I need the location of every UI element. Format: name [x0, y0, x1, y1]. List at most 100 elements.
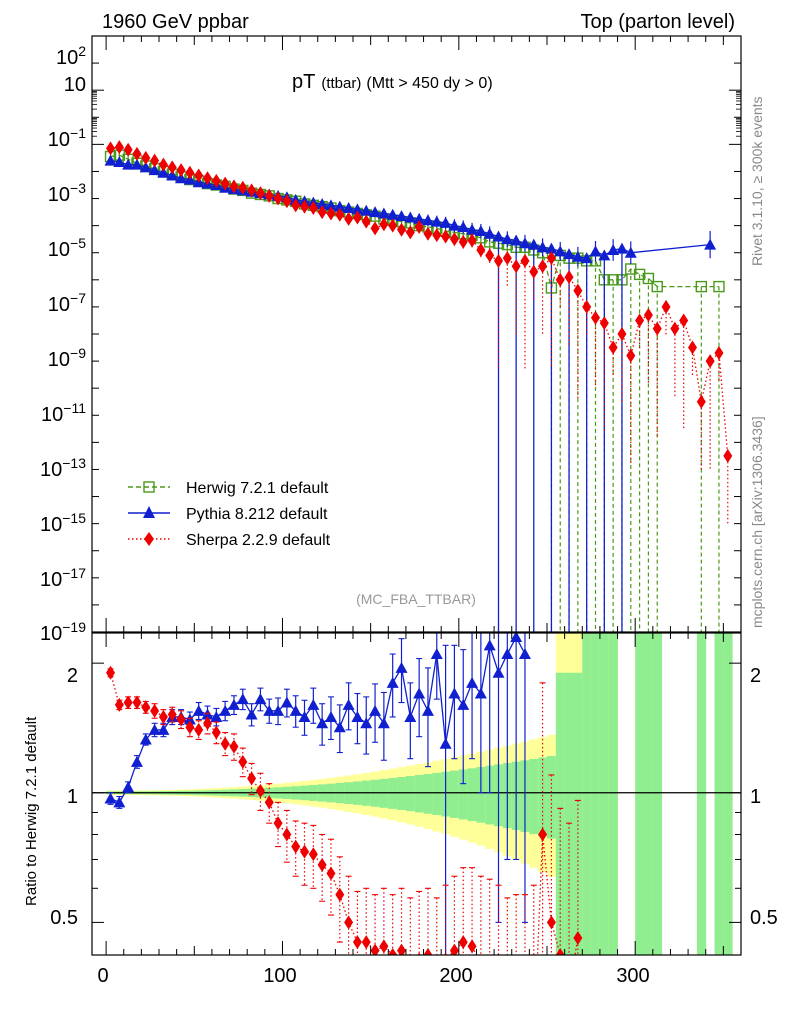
ratio-point: [342, 698, 355, 710]
ratio-point: [379, 939, 389, 954]
data-point: [688, 340, 698, 355]
data-point: [466, 223, 479, 235]
ratio-point: [421, 704, 434, 716]
data-point: [386, 208, 399, 220]
data-point: [264, 188, 274, 203]
ratio-point: [264, 795, 274, 810]
data-point: [564, 270, 574, 285]
data-point: [704, 238, 717, 250]
ratio-point: [404, 710, 417, 722]
band-inner-bin: [564, 672, 574, 955]
ratio-point: [123, 695, 133, 710]
ratio-point: [466, 676, 479, 688]
ratio-point: [573, 930, 583, 945]
data-point: [705, 354, 715, 369]
ratio-point: [219, 704, 232, 716]
data-point: [661, 299, 671, 314]
legend-label-pythia: Pythia 8.212 default: [186, 506, 328, 523]
data-point: [211, 173, 221, 188]
legend-marker-sherpa: [144, 532, 154, 546]
data-point: [175, 172, 188, 184]
ratio-point: [510, 633, 523, 643]
series-line: [110, 146, 729, 456]
ratio-point: [370, 943, 380, 955]
ratio-point: [369, 704, 382, 716]
analysis-tag: (MC_FBA_TTBAR): [356, 591, 476, 607]
legend-entry-pythia: Pythia 8.212 default: [128, 506, 328, 523]
data-point: [635, 313, 645, 328]
band-inner-bin: [582, 633, 592, 955]
data-point: [220, 176, 230, 191]
data-point: [397, 222, 407, 237]
ratio-point: [501, 648, 514, 660]
data-point: [405, 225, 415, 240]
data-point: [483, 227, 496, 239]
data-point: [432, 228, 442, 243]
data-point: [361, 214, 371, 229]
data-point: [114, 140, 124, 155]
ratio-point: [247, 771, 257, 786]
data-point: [132, 146, 142, 161]
y-tick-label: 10−15: [40, 510, 86, 536]
ratio-point: [210, 710, 223, 722]
ratio-point: [307, 698, 320, 710]
ratio-point: [326, 866, 336, 881]
ratio-point: [485, 967, 494, 981]
ratio-point: [324, 710, 337, 722]
data-point: [300, 199, 310, 214]
data-point: [342, 202, 355, 214]
data-point: [695, 280, 708, 293]
band-inner-bin: [696, 633, 707, 955]
data-point: [104, 154, 117, 166]
ratio-point: [474, 687, 487, 699]
data-point: [421, 214, 434, 226]
data-point: [510, 234, 523, 246]
ratio-point: [449, 943, 459, 955]
ratio-point: [114, 697, 124, 712]
ratio-plot-frame: [91, 632, 742, 956]
data-point: [642, 272, 655, 285]
data-point: [591, 310, 601, 325]
ratio-point: [185, 720, 195, 735]
data-point: [538, 259, 548, 274]
data-point: [617, 327, 627, 341]
ratio-point: [273, 816, 283, 831]
y-tick-label: 102: [56, 43, 86, 69]
ratio-point: [317, 857, 327, 872]
band-inner-bin: [458, 769, 469, 820]
band-inner-bin: [714, 633, 724, 955]
ratio-y-tick-labels: 2 1 0.5 2 1 0.5: [50, 665, 778, 929]
ratio-point: [443, 952, 448, 955]
data-point: [185, 165, 195, 180]
data-point: [423, 226, 433, 241]
ratio-point: [211, 725, 221, 740]
ratio-point: [476, 957, 485, 971]
ratio-point: [255, 783, 265, 798]
ratio-point: [344, 915, 354, 930]
data-point: [388, 218, 398, 233]
data-point: [413, 212, 426, 224]
data-point: [351, 203, 364, 215]
ratio-point: [538, 827, 548, 842]
ratio-point: [316, 717, 329, 729]
band-inner-bin: [538, 757, 548, 837]
ratio-point: [141, 700, 151, 715]
ratio-point: [157, 723, 170, 735]
data-point: [395, 210, 408, 222]
band-inner-bin: [635, 633, 645, 955]
data-point: [404, 211, 417, 223]
ratio-point: [467, 939, 477, 954]
ratio-point: [194, 722, 204, 737]
ratio-point: [272, 704, 285, 716]
ratio-point: [352, 935, 362, 950]
ratio-point: [104, 792, 117, 804]
ratio-point: [518, 648, 531, 660]
ratio-point: [360, 717, 373, 729]
ratio-point: [423, 948, 433, 955]
data-point: [229, 179, 239, 194]
data-point: [176, 163, 186, 178]
data-point: [511, 259, 521, 274]
data-point: [608, 340, 618, 355]
ratio-point: [397, 943, 407, 955]
y-tick-label: 10−1: [48, 125, 86, 151]
